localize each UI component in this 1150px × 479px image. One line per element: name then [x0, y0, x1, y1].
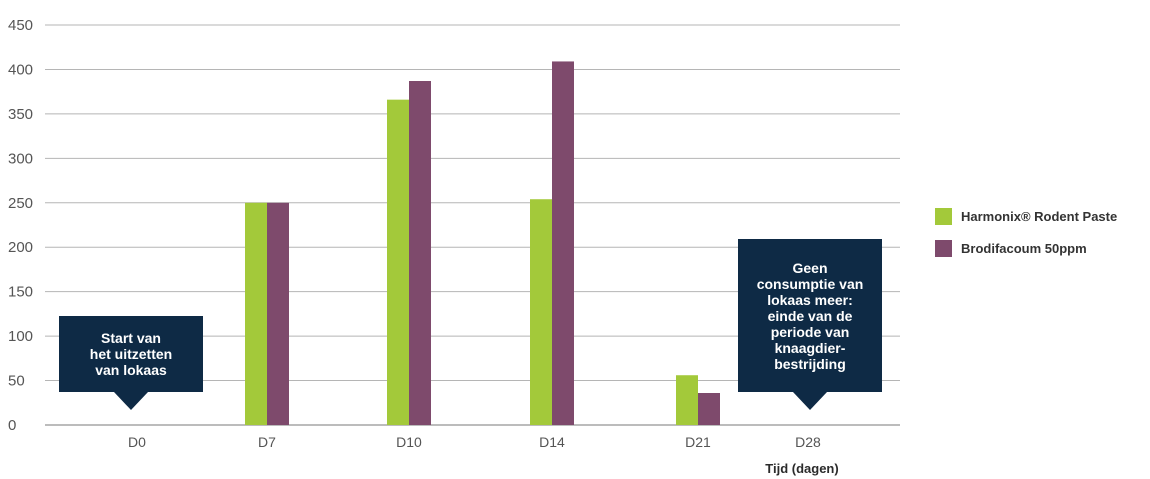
bar-harmonix-d10 [387, 99, 409, 426]
legend-swatch-brodifacoum [935, 239, 952, 257]
bar-brodifacoum-d14 [552, 61, 574, 425]
y-tick-label: 350 [8, 106, 33, 123]
annotation-end-line: periode van [770, 323, 850, 340]
x-tick-label: D28 [795, 434, 821, 450]
y-axis: 0 50 100 150 200 250 300 350 400 450 [8, 17, 33, 434]
annotation-end: Geen consumptie van lokaas meer: einde v… [738, 239, 882, 410]
legend-swatch-harmonix [935, 207, 952, 225]
bar-brodifacoum-d21 [698, 393, 720, 425]
annotation-start: Start van het uitzetten van lokaas [59, 316, 203, 410]
annotation-start-line: Start van [101, 330, 161, 346]
x-axis-label: Tijd (dagen) [765, 461, 838, 476]
x-tick-label: D0 [128, 434, 146, 450]
y-tick-label: 50 [8, 373, 25, 390]
x-axis: D0 D7 D10 D14 D21 D28 [128, 434, 821, 450]
legend-item-brodifacoum: Brodifacoum 50ppm [935, 238, 1117, 258]
bar-harmonix-d14 [530, 199, 552, 425]
legend: Harmonix® Rodent Paste Brodifacoum 50ppm [935, 206, 1117, 270]
y-tick-label: 150 [8, 284, 33, 301]
annotation-start-line: het uitzetten [89, 346, 173, 362]
x-tick-label: D7 [258, 434, 276, 450]
y-tick-label: 200 [8, 239, 33, 256]
annotation-end-line: knaagdier- [774, 339, 846, 356]
y-tick-label: 100 [8, 328, 33, 345]
annotation-start-line: van lokaas [95, 362, 167, 378]
bar-brodifacoum-d7 [267, 202, 289, 425]
annotation-end-line: Geen [792, 259, 828, 276]
x-tick-label: D14 [539, 434, 565, 450]
y-tick-label: 250 [8, 195, 33, 212]
legend-item-harmonix: Harmonix® Rodent Paste [935, 206, 1117, 226]
bar-harmonix-d7 [245, 202, 267, 425]
annotation-end-line: consumptie van [756, 275, 864, 292]
bar-brodifacoum-d10 [409, 81, 431, 425]
annotation-end-line: einde van de [767, 307, 853, 324]
bar-harmonix-d21 [676, 375, 698, 425]
bars [245, 61, 720, 426]
y-tick-label: 400 [8, 61, 33, 78]
annotation-end-line: bestrijding [774, 355, 846, 372]
x-tick-label: D21 [685, 434, 711, 450]
x-tick-label: D10 [396, 434, 422, 450]
y-tick-label: 450 [8, 17, 33, 34]
annotation-end-line: lokaas meer: [767, 291, 853, 308]
legend-label-brodifacoum: Brodifacoum 50ppm [961, 240, 1087, 256]
legend-label-harmonix: Harmonix® Rodent Paste [961, 208, 1118, 224]
y-tick-label: 300 [8, 150, 33, 167]
y-tick-label: 0 [8, 417, 16, 434]
